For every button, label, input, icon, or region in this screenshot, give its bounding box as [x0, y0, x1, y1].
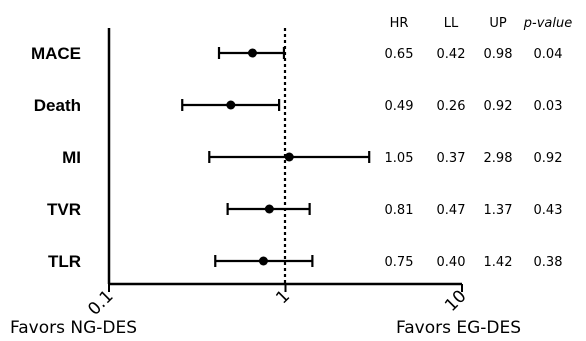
cell-hr: 0.49 [385, 99, 414, 114]
forest-row: TLR 0.75 0.40 1.42 0.38 [48, 252, 563, 271]
cell-hr: 0.81 [385, 203, 414, 218]
col-header-p-value: p-value [523, 16, 572, 31]
cell-hr: 0.75 [385, 255, 414, 270]
cell-p-value: 0.38 [534, 255, 563, 270]
cell-up: 0.98 [484, 47, 513, 62]
category-label: Death [34, 96, 81, 115]
cell-ll: 0.47 [437, 203, 466, 218]
favors-right-label: Favors EG-DES [396, 318, 521, 338]
hr-point [247, 48, 257, 58]
cell-up: 1.42 [484, 255, 513, 270]
favors-left-label: Favors NG-DES [10, 318, 137, 338]
col-header-up: UP [489, 16, 507, 31]
col-header-hr: HR [390, 16, 409, 31]
x-tick-label: 0.1 [84, 286, 117, 319]
x-axis-ticks: 0.1 1 10 [84, 284, 471, 320]
forest-row: Death 0.49 0.26 0.92 0.03 [34, 96, 563, 115]
forest-row: MI 1.05 0.37 2.98 0.92 [62, 148, 562, 167]
cell-ll: 0.26 [437, 99, 466, 114]
cell-p-value: 0.92 [534, 151, 563, 166]
hr-point [264, 204, 274, 214]
cell-hr: 0.65 [385, 47, 414, 62]
table-header: HR LL UP p-value [390, 16, 573, 31]
category-label: MACE [31, 44, 81, 63]
forest-rows: MACE 0.65 0.42 0.98 0.04 Death 0.49 0.26 0.92 0.0… [31, 44, 563, 271]
col-header-ll: LL [444, 16, 459, 31]
cell-up: 0.92 [484, 99, 513, 114]
forest-row: TVR 0.81 0.47 1.37 0.43 [47, 200, 562, 219]
hr-point [226, 100, 236, 110]
x-tick-label: 10 [441, 286, 470, 315]
category-label: TVR [47, 200, 81, 219]
cell-p-value: 0.43 [534, 203, 563, 218]
cell-ll: 0.40 [437, 255, 466, 270]
hr-point [284, 152, 294, 162]
category-label: MI [62, 148, 81, 167]
cell-ll: 0.42 [437, 47, 466, 62]
forest-row: MACE 0.65 0.42 0.98 0.04 [31, 44, 563, 63]
cell-hr: 1.05 [385, 151, 414, 166]
cell-p-value: 0.04 [534, 47, 563, 62]
cell-ll: 0.37 [437, 151, 466, 166]
x-tick-label: 1 [272, 286, 294, 308]
cell-p-value: 0.03 [534, 99, 563, 114]
cell-up: 2.98 [484, 151, 513, 166]
hr-point [258, 256, 268, 266]
cell-up: 1.37 [484, 203, 513, 218]
category-label: TLR [48, 252, 81, 271]
